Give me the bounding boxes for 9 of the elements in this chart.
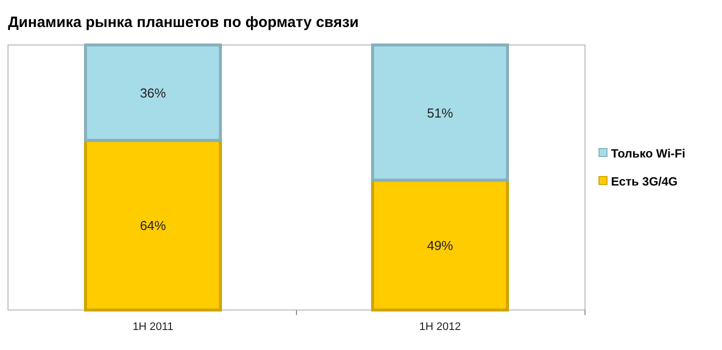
data-label: 64%: [140, 218, 166, 234]
data-label: 51%: [427, 106, 454, 121]
data-label: 49%: [427, 238, 454, 254]
legend-label: Есть 3G/4G: [611, 174, 678, 188]
x-tick-label: 1H 2012: [419, 321, 461, 333]
chart-title: Динамика рынка планшетов по формату связи: [8, 14, 359, 31]
x-tick-label: 1H 2011: [132, 321, 174, 333]
legend-label: Только Wi-Fi: [611, 146, 686, 160]
data-label: 36%: [140, 86, 166, 101]
